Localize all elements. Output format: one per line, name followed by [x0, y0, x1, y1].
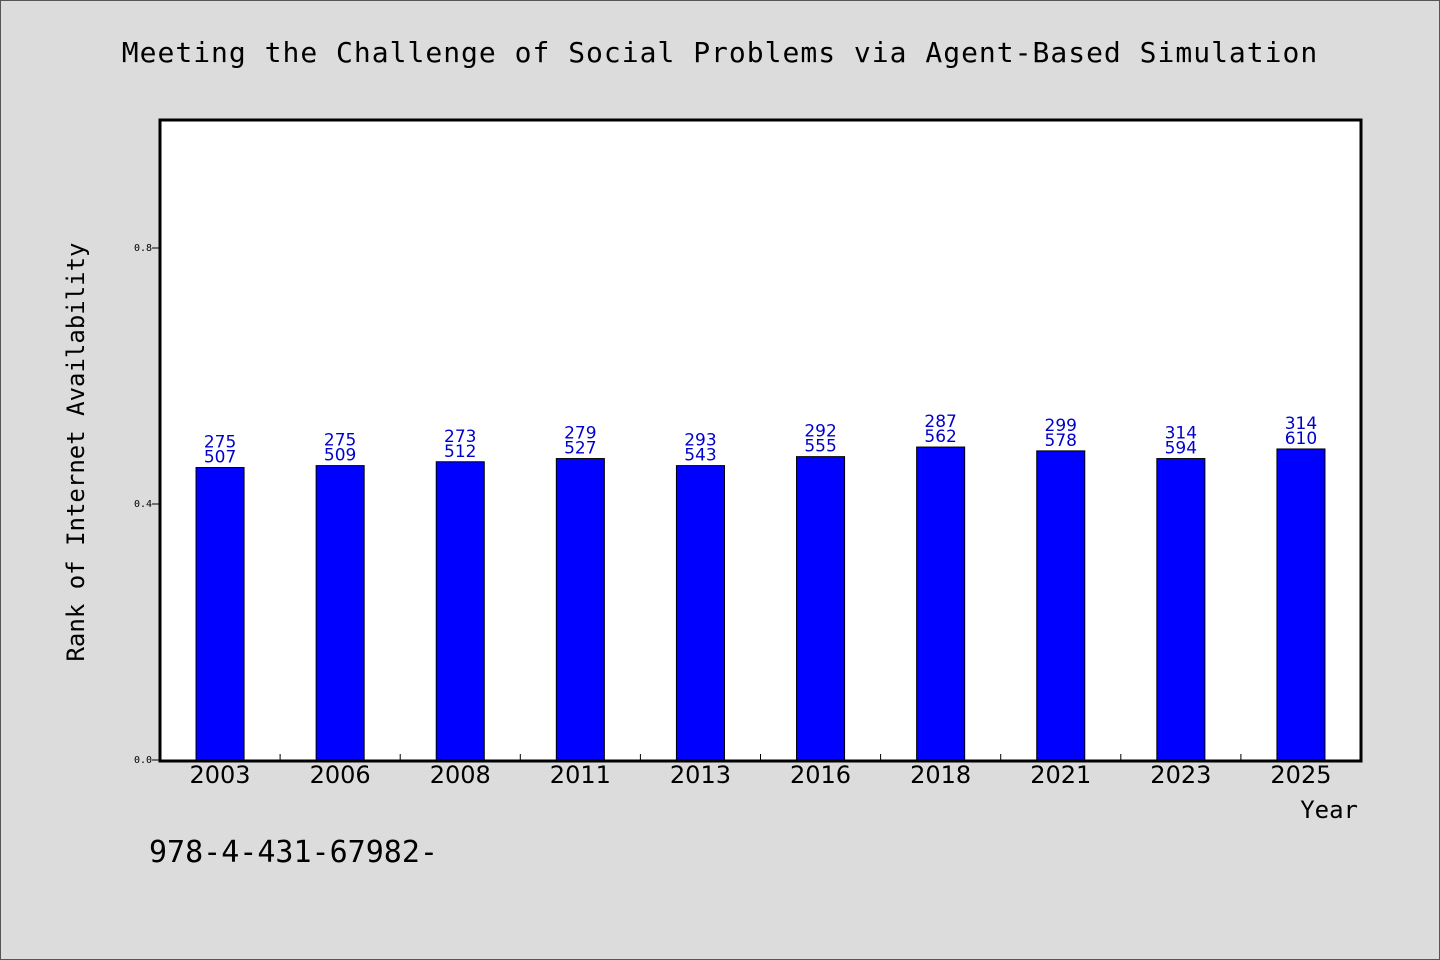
x-tick-label: 2013 [670, 761, 731, 789]
data-label-top: 287 [924, 412, 956, 432]
bar [195, 467, 245, 761]
chart-title: Meeting the Challenge of Social Problems… [122, 36, 1318, 69]
data-label-bottom: 509 [324, 446, 356, 466]
x-tick-label: 2008 [430, 761, 491, 789]
bar [796, 456, 846, 761]
data-label-top: 275 [324, 431, 356, 451]
x-tick-label: 2021 [1030, 761, 1091, 789]
x-tick-label: 2006 [310, 761, 371, 789]
y-axis-label: Rank of Internet Availability [62, 242, 90, 661]
x-axis-label: Year [1300, 796, 1358, 824]
x-tick-label: 2023 [1150, 761, 1211, 789]
data-label-top: 299 [1045, 416, 1077, 436]
x-tick-label: 2016 [790, 761, 851, 789]
bar [916, 446, 966, 761]
data-label-bottom: 562 [924, 427, 956, 447]
plot-border [158, 118, 1363, 763]
data-label-bottom: 507 [204, 448, 236, 468]
data-label-bottom: 543 [684, 446, 716, 466]
bar [315, 465, 365, 761]
data-label-top: 275 [204, 433, 236, 453]
data-label-bottom: 555 [804, 437, 836, 457]
y-tick-label: 0.8 [134, 243, 152, 254]
bar [675, 465, 725, 761]
x-tick-label: 2025 [1270, 761, 1331, 789]
bar [1156, 458, 1206, 761]
bar [1276, 448, 1326, 761]
chart-marks: 0.00.40.82755072003275509200627351220082… [134, 243, 1332, 789]
data-label-bottom: 578 [1045, 431, 1077, 451]
y-tick-label: 0.4 [134, 499, 152, 510]
data-label-top: 273 [444, 427, 476, 447]
bar [555, 458, 605, 761]
data-label-top: 314 [1285, 414, 1317, 434]
data-label-top: 292 [804, 422, 836, 442]
data-label-top: 279 [564, 424, 596, 444]
data-label-bottom: 610 [1285, 429, 1317, 449]
y-tick-label: 0.0 [134, 755, 152, 766]
data-label-bottom: 527 [564, 439, 596, 459]
x-tick-label: 2018 [910, 761, 971, 789]
data-label-bottom: 512 [444, 442, 476, 462]
footer-isbn: 978-4-431-67982- [149, 835, 438, 870]
bar [435, 461, 485, 761]
bar [1036, 450, 1086, 761]
data-label-bottom: 594 [1165, 439, 1197, 459]
x-tick-label: 2003 [190, 761, 251, 789]
data-label-top: 314 [1165, 424, 1197, 444]
data-label-top: 293 [684, 431, 716, 451]
x-tick-label: 2011 [550, 761, 611, 789]
